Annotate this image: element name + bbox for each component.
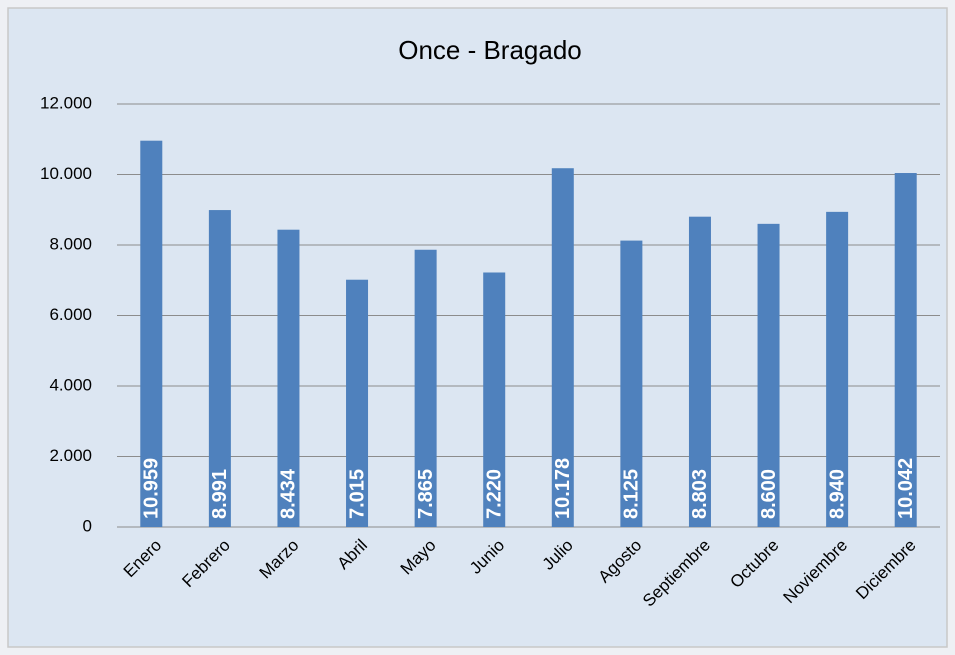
y-tick-label: 2.000 (49, 446, 92, 465)
value-label: 8.803 (689, 469, 711, 519)
bar (483, 272, 506, 527)
value-label: 8.940 (826, 469, 848, 519)
value-label: 8.125 (621, 469, 643, 519)
value-label: 10.178 (552, 458, 574, 519)
bar (688, 216, 711, 527)
y-tick-label: 6.000 (49, 305, 92, 324)
value-label: 8.434 (278, 468, 300, 519)
value-label: 7.865 (415, 469, 437, 519)
value-label: 10.042 (895, 458, 917, 519)
bar (551, 168, 574, 527)
y-tick-label: 8.000 (49, 234, 92, 253)
value-label: 7.220 (483, 469, 505, 519)
bar (894, 173, 917, 527)
chart-title: Once - Bragado (398, 35, 582, 65)
bar (140, 140, 163, 527)
y-tick-label: 12.000 (40, 93, 92, 112)
bar (620, 240, 643, 527)
value-label: 7.015 (346, 469, 368, 519)
y-tick-label: 0 (83, 516, 92, 535)
bar (208, 210, 231, 527)
value-label: 8.991 (209, 469, 231, 519)
value-label: 10.959 (141, 458, 163, 519)
bar (414, 249, 437, 528)
bar (346, 279, 369, 527)
value-label: 8.600 (758, 469, 780, 519)
bar (757, 223, 780, 527)
bar (826, 211, 849, 528)
y-tick-label: 4.000 (49, 375, 92, 394)
chart-area (7, 7, 948, 648)
y-tick-label: 10.000 (40, 164, 92, 183)
bar (277, 229, 300, 527)
